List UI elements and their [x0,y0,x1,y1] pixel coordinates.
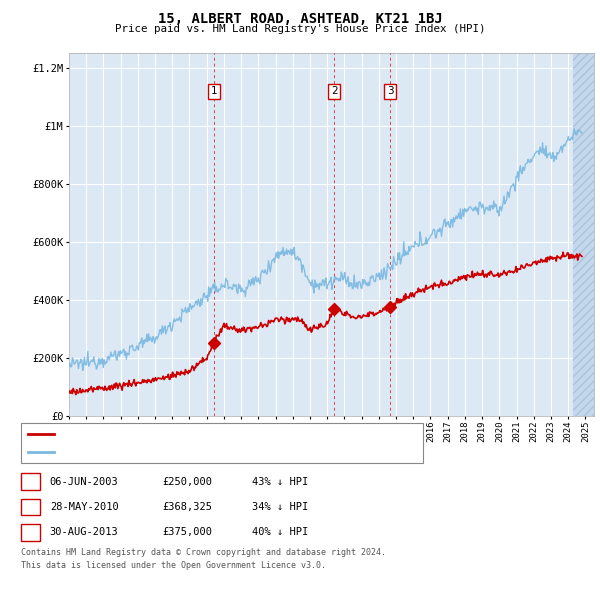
Text: 40% ↓ HPI: 40% ↓ HPI [252,527,308,537]
Text: 43% ↓ HPI: 43% ↓ HPI [252,477,308,487]
Text: £375,000: £375,000 [162,527,212,537]
Text: 06-JUN-2003: 06-JUN-2003 [50,477,119,487]
Text: 3: 3 [28,527,34,537]
Text: 2: 2 [331,86,338,96]
Text: This data is licensed under the Open Government Licence v3.0.: This data is licensed under the Open Gov… [21,561,326,570]
Text: £368,325: £368,325 [162,502,212,512]
Bar [574,53,594,416]
Text: 1: 1 [211,86,218,96]
Text: £250,000: £250,000 [162,477,212,487]
Text: Contains HM Land Registry data © Crown copyright and database right 2024.: Contains HM Land Registry data © Crown c… [21,548,386,557]
Text: HPI: Average price, detached house, Mole Valley: HPI: Average price, detached house, Mole… [58,447,340,457]
Text: 28-MAY-2010: 28-MAY-2010 [50,502,119,512]
Text: 3: 3 [387,86,394,96]
Text: 2: 2 [28,502,34,512]
Text: Price paid vs. HM Land Registry's House Price Index (HPI): Price paid vs. HM Land Registry's House … [115,24,485,34]
Text: 1: 1 [28,477,34,487]
Text: 30-AUG-2013: 30-AUG-2013 [50,527,119,537]
Text: 15, ALBERT ROAD, ASHTEAD, KT21 1BJ (detached house): 15, ALBERT ROAD, ASHTEAD, KT21 1BJ (deta… [58,429,364,439]
Text: 34% ↓ HPI: 34% ↓ HPI [252,502,308,512]
Text: 15, ALBERT ROAD, ASHTEAD, KT21 1BJ: 15, ALBERT ROAD, ASHTEAD, KT21 1BJ [158,12,442,26]
